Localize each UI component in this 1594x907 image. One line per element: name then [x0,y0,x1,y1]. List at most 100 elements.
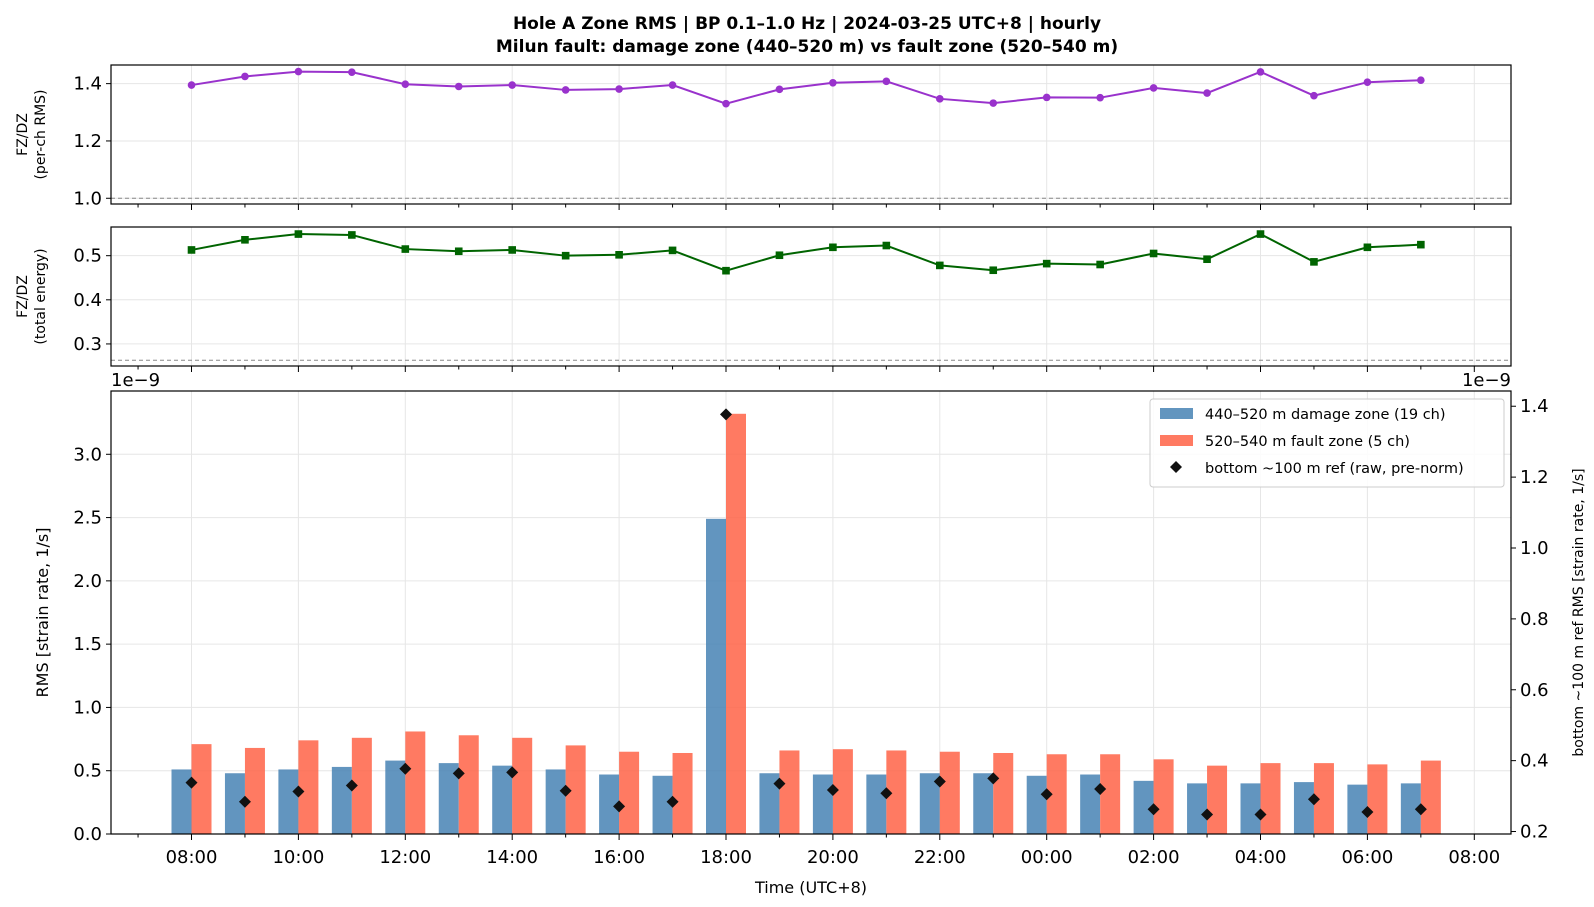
data-point [615,251,623,259]
reference-diamond [1307,793,1320,806]
y-tick-label: 2.5 [73,508,102,529]
fault-zone-bar [939,751,960,834]
y-axis-label-line1: FZ/DZ [15,275,31,318]
data-point [561,86,570,94]
fault-zone-bar [993,752,1014,834]
fault-zone-bar [1313,763,1334,834]
data-point [294,67,303,76]
y-tick-label: 1.0 [73,697,102,718]
data-point [775,251,784,260]
fault-zone-bar [779,750,800,834]
data-point [1042,259,1051,268]
y-tick-label: 1.4 [73,74,102,95]
data-point [829,243,837,252]
damage-zone-bar [1347,784,1368,834]
x-tick-label: 08:00 [166,847,218,868]
damage-zone-bar [331,766,352,834]
damage-zone-bar [759,773,780,834]
x-tick-label: 10:00 [272,847,324,868]
damage-zone-bar [1026,775,1047,834]
y-tick-label: 0.5 [73,761,102,782]
data-point [1042,93,1051,102]
data-point [294,230,303,238]
data-point [1203,255,1211,264]
data-point [1149,249,1158,258]
data-point [1203,89,1211,97]
data-point [1417,76,1425,84]
reference-diamond [506,766,519,779]
reference-diamond [292,785,305,798]
data-point [989,99,998,107]
x-tick-label: 16:00 [593,847,645,868]
y2-tick-label: 1.2 [1520,467,1549,488]
damage-zone-bar [599,774,620,834]
x-tick-label: 20:00 [807,847,859,868]
y-axis-label-line2: (per-ch RMS) [33,89,49,179]
fault-zone-bar [1153,759,1174,834]
data-point [1363,243,1372,252]
x-tick-label: 08:00 [1448,847,1500,868]
y2-tick-label: 0.8 [1520,609,1549,630]
data-point [1256,68,1265,76]
data-point [1256,230,1265,238]
data-point [348,68,356,76]
reference-diamond [933,775,946,788]
data-point [668,81,677,89]
fault-zone-bar [672,752,693,834]
data-point [882,241,891,250]
legend-label-damage-zone: 440–520 m damage zone (19 ch) [1205,407,1446,423]
y2-tick-label: 1.4 [1520,396,1549,417]
data-point [401,80,410,89]
damage-zone-bar [545,769,566,834]
reference-diamond [559,784,572,797]
fault-zone-bar [191,744,212,834]
data-point [1096,260,1104,269]
y-axis-label-line1: FZ/DZ [15,113,31,156]
reference-diamond [880,787,893,800]
zone-rms-panel: 0.0 0.5 1.0 1.5 2.0 2.5 3.0 0.2 0.4 0.6 0.8 1.0 1.2 1… [33,370,1587,897]
series-line [191,232,1421,272]
reference-diamond [666,795,679,808]
reference-diamond [773,777,786,790]
data-point [829,78,837,87]
x-tick-label: 02:00 [1128,847,1180,868]
data-point [561,251,570,260]
damage-zone-bar [1400,783,1421,834]
y2-tick-label: 0.4 [1520,751,1549,772]
reference-diamond [238,795,251,808]
y2-tick-label: 1.0 [1520,538,1549,559]
fault-zone-bar [458,735,479,834]
reference-diamond [1254,808,1267,821]
series-line [191,70,1421,105]
ratio-energy-panel: 0.3 0.4 0.5 FZ/DZ (total energy) [15,226,1512,372]
reference-diamond [452,767,465,780]
data-point [989,266,998,275]
damage-zone-bar [812,774,833,834]
fault-zone-bar [619,751,640,834]
fault-zone-bar [726,413,746,834]
legend-box [1149,398,1505,488]
fault-zone-bar [1260,763,1281,834]
figure-title-line1: Hole A Zone RMS | BP 0.1–1.0 Hz | 2024-0… [513,14,1101,34]
legend-marker-reference [1170,461,1182,473]
reference-diamond [720,408,732,421]
fault-zone-bar [1207,765,1228,834]
damage-zone-bar [492,765,513,834]
data-point [722,99,730,108]
y2-tick-label: 0.6 [1520,680,1549,701]
data-point [1310,258,1318,266]
damage-zone-bar [1187,783,1208,834]
figure-title-line2: Milun fault: damage zone (440–520 m) vs … [496,37,1118,57]
fault-zone-bar [886,750,907,834]
fault-zone-bar [1100,754,1121,834]
damage-zone-bar [1293,782,1314,834]
x-tick-label: 06:00 [1341,847,1393,868]
y2-tick-label: 0.2 [1520,822,1549,843]
data-point [1363,78,1372,86]
data-point [241,72,249,81]
y-tick-label: 1.2 [73,131,102,152]
data-point [775,85,784,94]
y-tick-label: 0.3 [73,334,102,355]
fault-zone-bar [1420,760,1441,834]
data-point [348,231,356,239]
